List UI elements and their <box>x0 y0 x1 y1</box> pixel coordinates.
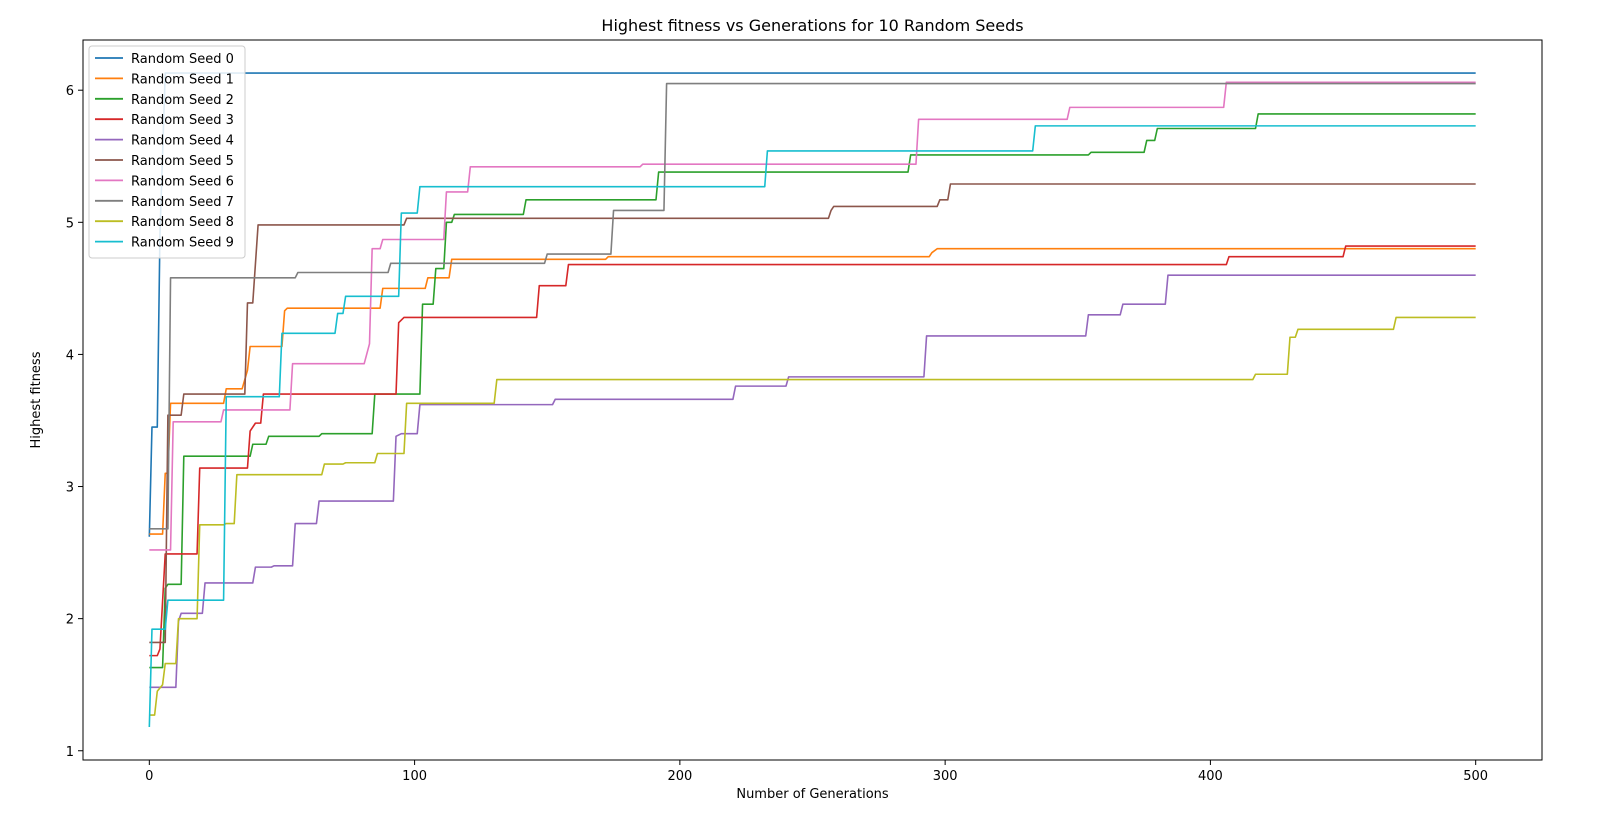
series-line-seed-7 <box>149 82 1476 530</box>
legend-label-seed-5: Random Seed 5 <box>131 154 234 169</box>
legend-label-seed-7: Random Seed 7 <box>131 195 234 210</box>
chart-title: Highest fitness vs Generations for 10 Ra… <box>601 16 1023 35</box>
x-tick-label: 200 <box>667 769 692 784</box>
series-line-seed-0 <box>148 72 1476 537</box>
y-tick-label: 3 <box>66 481 74 496</box>
series-line-seed-2 <box>149 113 1476 669</box>
series-line-seed-8 <box>149 316 1476 716</box>
y-tick-label: 2 <box>66 613 74 628</box>
legend-box <box>88 45 246 259</box>
x-tick-label: 100 <box>402 769 427 784</box>
y-tick-label: 1 <box>66 745 74 760</box>
legend-label-seed-8: Random Seed 8 <box>131 215 234 230</box>
legend-label-seed-3: Random Seed 3 <box>131 113 234 128</box>
legend-label-seed-0: Random Seed 0 <box>131 52 234 67</box>
x-tick-label: 400 <box>1198 769 1223 784</box>
y-axis-label: Highest fitness <box>29 351 44 448</box>
y-tick-label: 4 <box>66 348 74 363</box>
x-axis-label: Number of Generations <box>736 787 889 802</box>
x-tick-label: 500 <box>1463 769 1488 784</box>
legend-label-seed-6: Random Seed 6 <box>131 174 234 189</box>
y-tick-label: 5 <box>66 216 74 231</box>
legend-label-seed-9: Random Seed 9 <box>131 236 234 251</box>
x-tick-label: 0 <box>145 769 153 784</box>
legend-label-seed-1: Random Seed 1 <box>131 72 234 87</box>
series-line-seed-1 <box>149 247 1476 535</box>
legend-label-seed-2: Random Seed 2 <box>131 93 234 108</box>
plot-frame <box>82 39 1543 761</box>
y-tick-label: 6 <box>66 84 74 99</box>
series-line-seed-3 <box>149 245 1476 657</box>
series-line-seed-6 <box>149 81 1476 551</box>
series-line-seed-5 <box>149 183 1476 644</box>
series-line-seed-9 <box>148 125 1476 727</box>
axes-layer: 0 100 200 300 400 500 1 2 3 4 5 6 <box>66 39 1543 784</box>
series-layer <box>148 72 1476 727</box>
legend-label-seed-4: Random Seed 4 <box>131 134 234 149</box>
series-line-seed-4 <box>149 274 1476 689</box>
x-tick-label: 300 <box>933 769 958 784</box>
legend: Random Seed 0 Random Seed 1 Random Seed 2 R… <box>88 45 246 259</box>
